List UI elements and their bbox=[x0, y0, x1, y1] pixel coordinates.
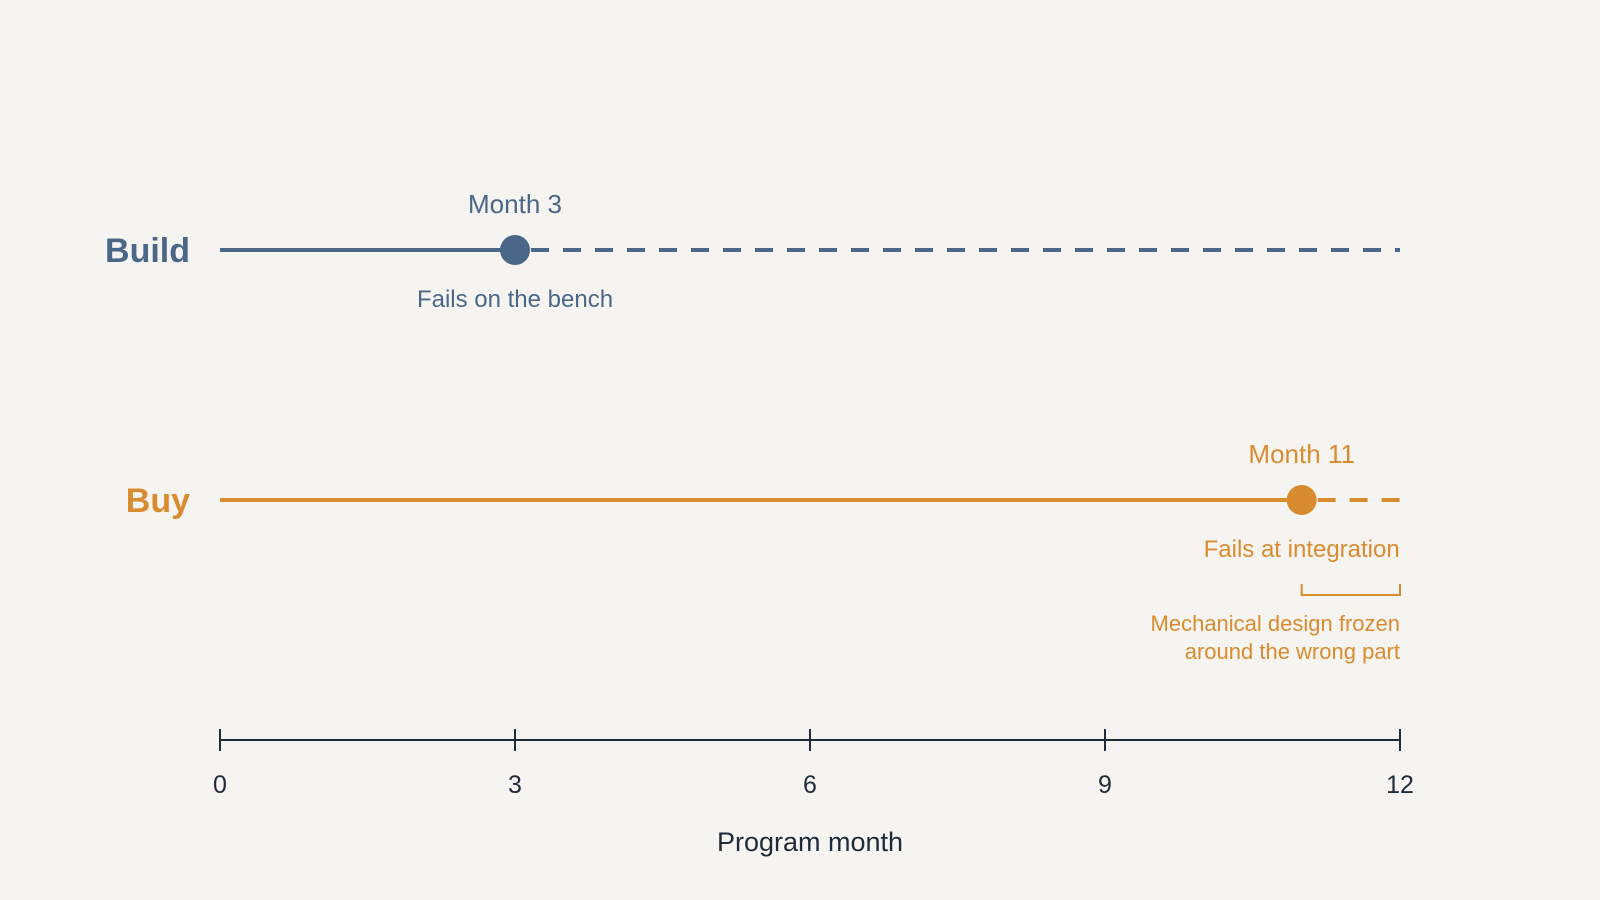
x-tick-label: 6 bbox=[803, 771, 817, 799]
x-tick-label: 3 bbox=[508, 771, 522, 799]
event-label-build: Month 3 bbox=[468, 189, 562, 219]
bracket-note-line: Mechanical design frozen bbox=[1151, 611, 1400, 636]
row-label-build: Build bbox=[105, 232, 190, 270]
event-marker-build bbox=[500, 235, 530, 265]
event-note-build: Fails on the bench bbox=[417, 286, 613, 313]
event-marker-buy bbox=[1286, 485, 1317, 515]
event-label-buy: Month 11 bbox=[1248, 439, 1354, 469]
x-tick-label: 12 bbox=[1386, 771, 1414, 799]
bracket-buy bbox=[1300, 584, 1401, 596]
x-tick-label: 9 bbox=[1098, 771, 1112, 799]
bracket-note-line: around the wrong part bbox=[1185, 639, 1400, 664]
x-axis-label: Program month bbox=[717, 827, 903, 857]
row-label-buy: Buy bbox=[126, 482, 190, 520]
x-tick-label: 0 bbox=[213, 771, 227, 799]
event-note-buy: Fails at integration bbox=[1204, 536, 1400, 563]
